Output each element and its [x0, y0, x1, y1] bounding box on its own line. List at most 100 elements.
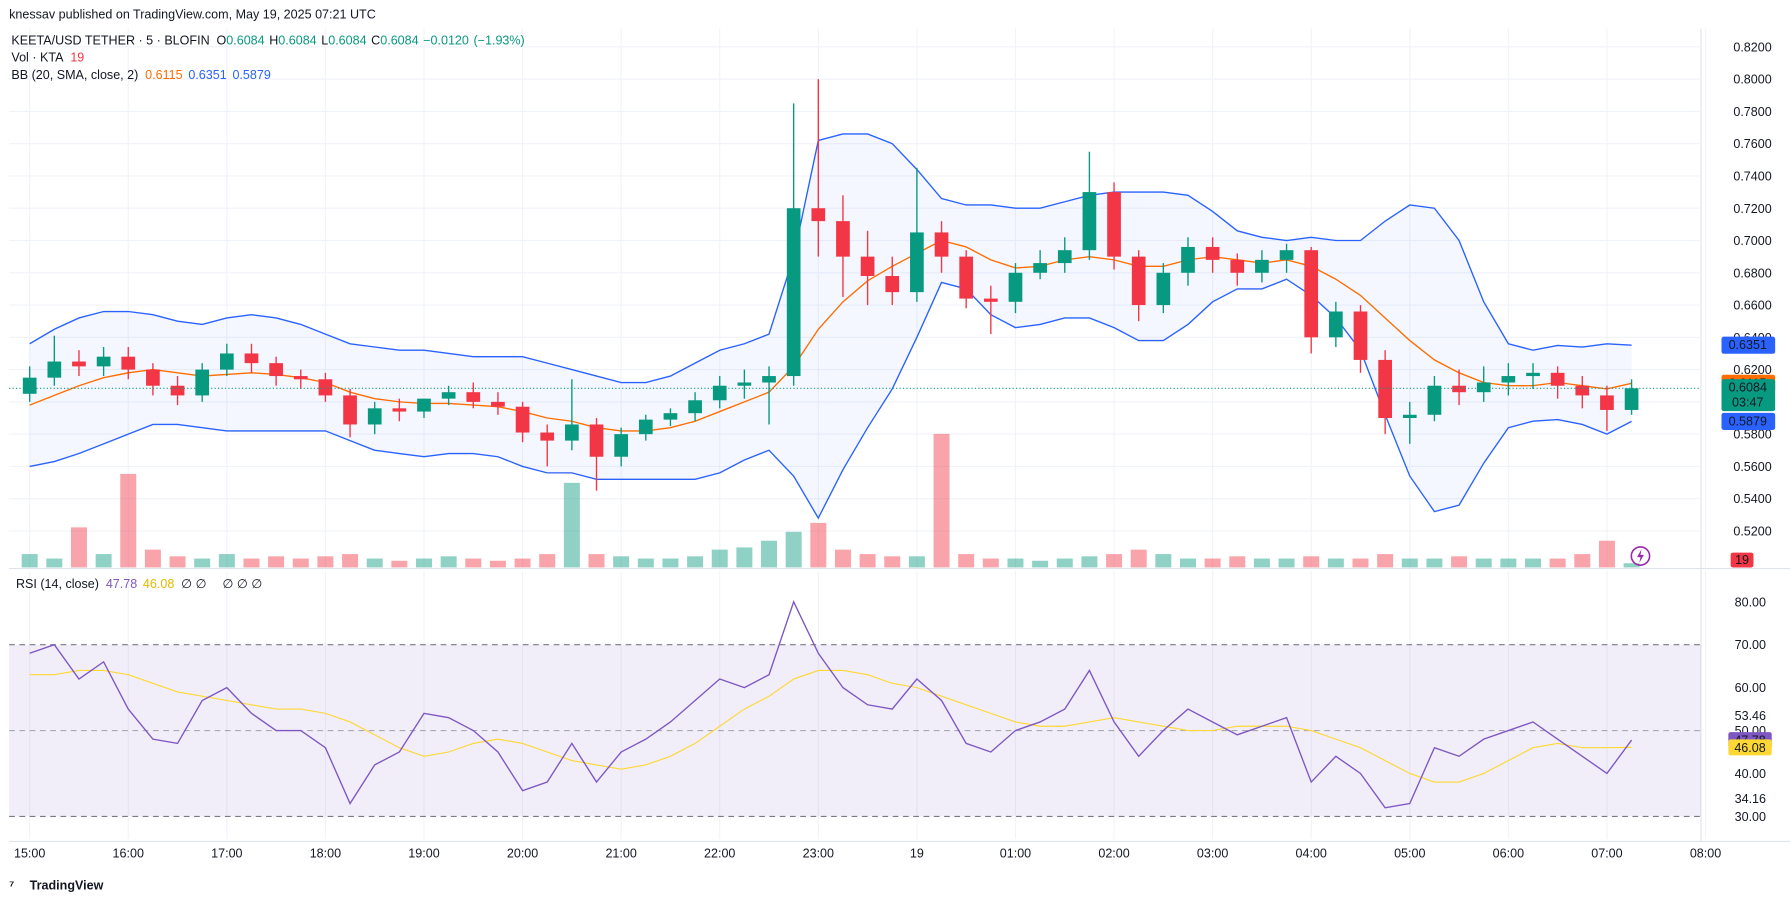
candle-body: [1427, 385, 1442, 415]
bb-upper-tag-bg: [1721, 336, 1776, 354]
candle-body: [1057, 250, 1072, 264]
candle-body: [466, 392, 481, 402]
volume-bar: [144, 549, 161, 568]
y-tick-label: 0.7400: [1733, 170, 1771, 184]
y-tick-label: 0.5600: [1733, 460, 1771, 474]
volume-bar: [539, 554, 556, 568]
volume-bar: [342, 554, 359, 568]
candle-body: [934, 232, 949, 257]
candle-body: [1526, 372, 1540, 377]
readout-value: 0.6084: [380, 34, 418, 48]
candle-body: [441, 392, 456, 399]
volume-legend: Vol · KTA 19: [11, 51, 84, 65]
volume-bar: [1451, 556, 1468, 568]
y-tick-label: 0.8200: [1733, 40, 1771, 54]
last-price-tag-countdown: 03:47: [1732, 396, 1763, 410]
candle-body: [836, 221, 850, 257]
rsi-value: 47.78: [106, 577, 137, 591]
candle-body: [983, 298, 998, 302]
rsi-ma-tag: 46.08: [1734, 741, 1765, 755]
candle-body: [1476, 382, 1491, 393]
bb-upper-tag: 0.6351: [1729, 338, 1767, 352]
candle-body: [491, 401, 505, 407]
candle-body: [589, 424, 604, 457]
candle-body: [1329, 311, 1343, 338]
bb-upper-line: [29, 133, 1632, 384]
last-price-tag-bg: [1721, 379, 1776, 412]
candle-body: [811, 208, 826, 222]
y-tick-label: 0.7200: [1733, 202, 1771, 216]
volume-bar: [1352, 558, 1369, 568]
rsi-ma-tag-bg: [1728, 739, 1772, 756]
candle-body: [1378, 359, 1392, 419]
candle-body: [860, 256, 875, 277]
volume-bar: [1401, 558, 1418, 568]
volume-bar: [1179, 558, 1196, 568]
volume-bar: [613, 556, 630, 568]
bb-lower-line: [29, 278, 1632, 520]
candle-body: [1550, 372, 1565, 386]
candle-body: [121, 356, 136, 370]
volume-bar: [761, 540, 778, 568]
candle-body: [688, 400, 702, 414]
candle-body: [1156, 272, 1171, 306]
rsi-tick-label: 70.00: [1735, 638, 1766, 652]
readout-value: 0.6084: [278, 34, 316, 48]
x-tick-label: 06:00: [1493, 846, 1524, 860]
rsi-legend: RSI (14, close) 47.78 46.08 ∅ ∅ ∅ ∅ ∅: [16, 577, 262, 591]
candle-body: [712, 385, 727, 401]
candle-body: [1033, 263, 1047, 273]
candle-body: [1082, 192, 1097, 251]
candle-body: [614, 434, 629, 457]
volume-bar: [662, 558, 679, 568]
alert-icon[interactable]: [1630, 546, 1651, 566]
volume-bar: [711, 549, 728, 568]
volume-bar: [785, 531, 802, 568]
volume-bar: [810, 522, 827, 568]
candle-body: [367, 408, 382, 425]
candle-body: [392, 408, 407, 412]
candle-body: [885, 276, 900, 293]
volume-bar: [317, 556, 334, 568]
rsi-empty: ∅ ∅: [181, 577, 206, 591]
candle-body: [1181, 246, 1195, 273]
volume-bar: [1574, 554, 1591, 568]
x-tick-label: 21:00: [605, 846, 636, 860]
candle-body: [540, 432, 555, 441]
bb-band-fill: [29, 133, 1632, 519]
candle-body: [47, 361, 62, 378]
y-tick-label: 0.7800: [1733, 105, 1771, 119]
volume-bar: [1500, 558, 1517, 568]
candle-body: [96, 356, 111, 367]
volume-bar: [1623, 563, 1640, 568]
x-tick-label: 20:00: [507, 846, 538, 860]
candle-body: [343, 395, 357, 425]
x-tick-label: 07:00: [1591, 846, 1622, 860]
rsi-extra-tick-label: 53.46: [1735, 709, 1766, 723]
candle-body: [515, 406, 530, 433]
bb-lower-value: 0.5879: [232, 68, 270, 82]
y-tick-label: 0.5200: [1733, 525, 1771, 539]
candle-body: [1304, 250, 1319, 338]
y-tick-label: 0.6200: [1733, 363, 1771, 377]
alert-icon-bolt: [1637, 549, 1644, 563]
volume-bar: [46, 558, 63, 568]
volume-bar: [1155, 554, 1172, 568]
volume-bar: [834, 549, 851, 568]
rsi-line: [29, 599, 1633, 809]
volume-bar: [1525, 558, 1542, 568]
readout-value: 0.6084: [226, 34, 264, 48]
change: −0.0120: [423, 34, 469, 48]
candle-body: [1501, 376, 1516, 383]
volume-bar: [958, 554, 975, 568]
x-tick-label: 17:00: [211, 846, 242, 860]
volume-bar: [1475, 558, 1492, 568]
volume-bar: [1549, 558, 1566, 568]
candle-body: [737, 382, 752, 386]
y-tick-label: 0.7600: [1733, 137, 1771, 151]
candle-body: [1600, 395, 1614, 410]
volume-bar: [292, 558, 309, 568]
candle-body: [1279, 250, 1294, 260]
logo: ⁷ TradingView: [9, 878, 103, 892]
x-tick-label: 03:00: [1197, 846, 1228, 860]
